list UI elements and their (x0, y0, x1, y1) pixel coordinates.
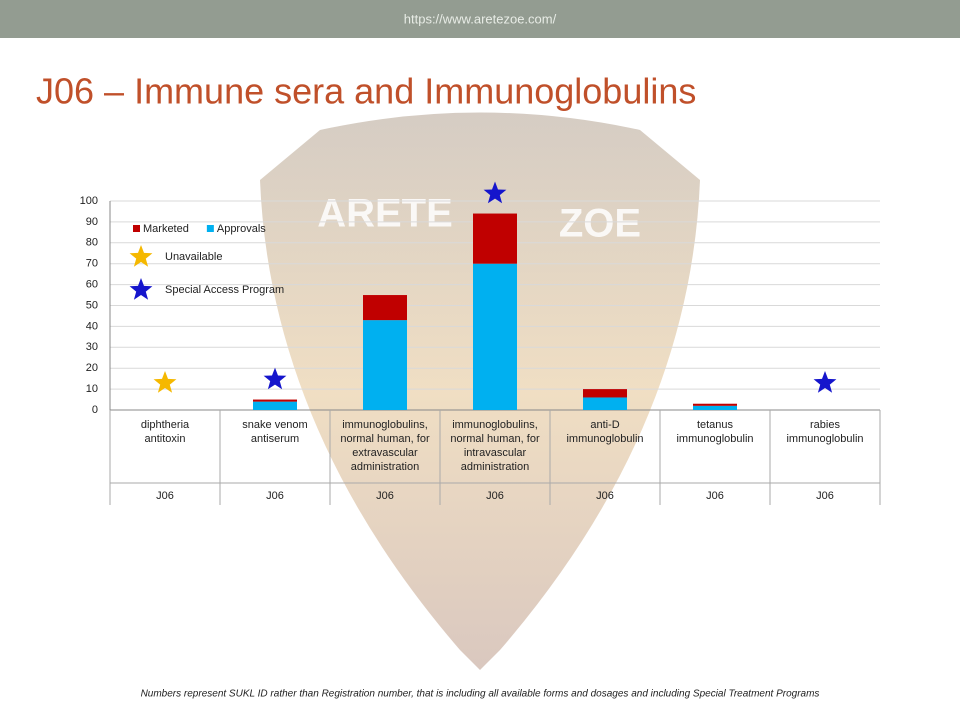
legend-label: Marketed (143, 223, 189, 235)
x-tick-line: rabies (810, 419, 840, 431)
bar-segment (693, 403, 737, 406)
group-label: J06 (596, 490, 614, 502)
group-label: J06 (706, 490, 724, 502)
x-tick-line: immunoglobulin (566, 433, 643, 445)
slide-title: J06 – Immune sera and Immunoglobulins (36, 71, 696, 112)
x-tick-line: administration (351, 461, 419, 473)
bar-segment (473, 263, 517, 410)
x-tick-line: immunoglobulin (786, 433, 863, 445)
x-tick-line: immunoglobulins, (342, 419, 428, 431)
x-tick-line: normal human, for (450, 433, 540, 445)
x-tick-line: extravascular (352, 447, 418, 459)
x-tick-line: immunoglobulin (676, 433, 753, 445)
y-tick-label: 0 (92, 404, 98, 416)
y-tick-label: 50 (86, 299, 98, 311)
x-tick-line: administration (461, 461, 529, 473)
group-label: J06 (486, 490, 504, 502)
group-label: J06 (816, 490, 834, 502)
x-tick-label: rabies immunoglobulin (786, 419, 863, 445)
bar-segment (583, 389, 627, 398)
legend-swatch (133, 225, 140, 232)
legend-star (129, 245, 153, 267)
bar-segment (253, 399, 297, 402)
legend-swatch (206, 225, 214, 232)
bar-segment (473, 213, 517, 264)
bar-segment (583, 397, 627, 410)
legend-label: Unavailable (165, 251, 222, 263)
status-star (153, 371, 177, 393)
x-tick-label: tetanus immunoglobulin (676, 419, 753, 445)
status-star (813, 371, 837, 393)
x-tick-line: immunoglobulins, (452, 419, 538, 431)
header-bar (0, 0, 960, 38)
y-tick-label: 70 (86, 258, 98, 270)
watermark-text: ARETE (317, 192, 453, 236)
y-tick-label: 20 (86, 362, 98, 374)
footnote: Numbers represent SUKL ID rather than Re… (141, 689, 820, 700)
group-label: J06 (376, 490, 394, 502)
header-url: https://www.aretezoe.com/ (404, 11, 557, 26)
y-tick-label: 100 (80, 195, 98, 207)
x-tick-label: snake venom antiserum (242, 419, 307, 445)
x-tick-line: intravascular (464, 447, 527, 459)
bar-segment (363, 320, 407, 410)
x-tick-label: anti-D immunoglobulin (566, 419, 643, 445)
y-tick-label: 90 (86, 216, 98, 228)
x-tick-line: anti-D (590, 419, 619, 431)
legend-label: Special Access Program (165, 284, 284, 296)
x-tick-line: antitoxin (145, 433, 186, 445)
bar-segment (693, 405, 737, 410)
x-tick-line: normal human, for (340, 433, 430, 445)
y-tick-label: 60 (86, 279, 98, 291)
legend-star (129, 278, 153, 300)
x-tick-line: antiserum (251, 433, 299, 445)
x-tick-line: tetanus (697, 419, 734, 431)
group-label: J06 (266, 490, 284, 502)
y-tick-label: 40 (86, 320, 98, 332)
legend-label: Approvals (217, 223, 266, 235)
x-tick-label: immunoglobulins, normal human, for extrava… (340, 419, 430, 473)
y-tick-label: 10 (86, 383, 98, 395)
x-tick-line: snake venom (242, 419, 307, 431)
status-star (263, 367, 287, 390)
y-tick-label: 30 (86, 341, 98, 353)
bar-segment (363, 295, 407, 321)
bar-segment (253, 401, 297, 410)
x-tick-label: diphtheria antitoxin (141, 419, 190, 445)
watermark-text: ZOE (559, 202, 641, 246)
group-label: J06 (156, 490, 174, 502)
y-tick-label: 80 (86, 237, 98, 249)
x-tick-line: diphtheria (141, 419, 190, 431)
x-tick-label: immunoglobulins, normal human, for intrava… (450, 419, 540, 473)
status-star (483, 181, 507, 204)
